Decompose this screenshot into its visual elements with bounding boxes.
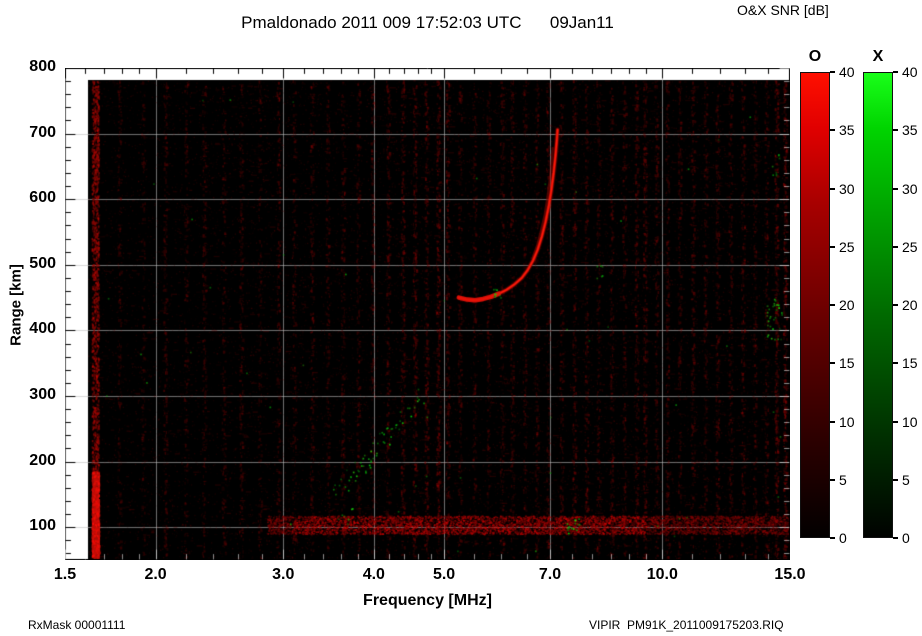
colorbar-tick-mark [830, 71, 835, 73]
colorbar-tick-mark [893, 537, 898, 539]
colorbar-title: O&X SNR [dB] [737, 2, 829, 18]
colorbar-tick-mark [893, 304, 898, 306]
y-tick-label: 800 [29, 58, 56, 75]
colorbar-x-ticks: 40 35 30 25 20 15 10 5 0 [893, 64, 922, 546]
x-tick-label: 1.5 [53, 566, 77, 583]
colorbar-tick-label: 20 [902, 297, 918, 313]
x-tick-label: 15.0 [774, 566, 806, 583]
ionogram-plot [65, 68, 790, 560]
colorbar-x: X [863, 48, 893, 538]
colorbar-o-label: O [808, 48, 822, 65]
colorbar-x-gradient [863, 72, 893, 538]
colorbar-tick-mark [893, 71, 898, 73]
colorbar-tick-mark [893, 245, 898, 248]
colorbar-tick-mark [830, 537, 835, 539]
colorbar-tick-label: 25 [839, 238, 855, 255]
colorbar-tick-mark [893, 129, 898, 132]
y-tick-label: 600 [29, 189, 56, 207]
colorbar-tick-mark [893, 420, 898, 423]
colorbar-tick-mark [830, 362, 835, 365]
colorbar-tick-label: 5 [902, 471, 910, 488]
colorbar-tick-label: 5 [839, 471, 847, 488]
page-title: Pmaldonado 2011 009 17:52:03 UTC 09Jan11 [241, 13, 614, 32]
colorbar-o-gradient [800, 72, 830, 538]
colorbar-tick-mark [830, 187, 835, 190]
colorbar-tick-label: 30 [839, 180, 855, 197]
x-tick-label: 10.0 [646, 566, 678, 583]
footer-filename: VIPIR PM91K_2011009175203.RIQ [589, 618, 784, 632]
colorbar-tick-label: 35 [902, 122, 918, 139]
colorbar-tick-label: 40 [839, 64, 855, 80]
colorbar-tick-label: 20 [839, 297, 855, 313]
colorbar-tick-label: 35 [839, 122, 855, 139]
colorbar-tick-mark [893, 478, 898, 481]
colorbar-tick-label: 25 [902, 238, 918, 255]
colorbar-tick-mark [893, 362, 898, 365]
y-tick-label: 300 [29, 386, 56, 403]
x-tick-label: 7.0 [538, 566, 562, 583]
footer-rxmask: RxMask 00001111 [28, 618, 126, 632]
x-tick-label: 5.0 [432, 566, 456, 583]
colorbar-x-label: X [872, 48, 884, 65]
colorbar-tick-label: 30 [902, 180, 918, 197]
x-tick-label: 3.0 [272, 566, 295, 583]
colorbar-tick-mark [830, 478, 835, 481]
x-tick-label: 4.0 [362, 566, 385, 583]
y-tick-label: 100 [29, 517, 56, 535]
y-tick-label: 500 [29, 254, 56, 272]
y-tick-label: 200 [29, 451, 56, 469]
y-tick-label: 700 [29, 123, 56, 141]
colorbar-o: O [800, 48, 830, 538]
colorbar-o-ticks: 40 35 30 25 20 15 10 5 0 [830, 64, 872, 546]
colorbar-tick-mark [830, 129, 835, 132]
colorbar-tick-label: 15 [902, 355, 918, 372]
x-tick-label: 2.0 [144, 566, 167, 583]
colorbar-tick-label: 0 [839, 530, 847, 546]
colorbar-tick-label: 10 [902, 413, 918, 430]
colorbar-tick-label: 15 [839, 355, 855, 372]
colorbar-tick-label: 10 [839, 413, 855, 430]
colorbar-tick-mark [830, 245, 835, 248]
y-tick-label: 400 [29, 320, 56, 338]
x-axis-label: Frequency [MHz] [363, 592, 492, 609]
colorbar-tick-mark [830, 420, 835, 423]
colorbar-tick-mark [893, 187, 898, 190]
colorbar-tick-label: 40 [902, 64, 918, 80]
colorbar-tick-mark [830, 304, 835, 306]
colorbar-tick-label: 0 [902, 530, 910, 546]
